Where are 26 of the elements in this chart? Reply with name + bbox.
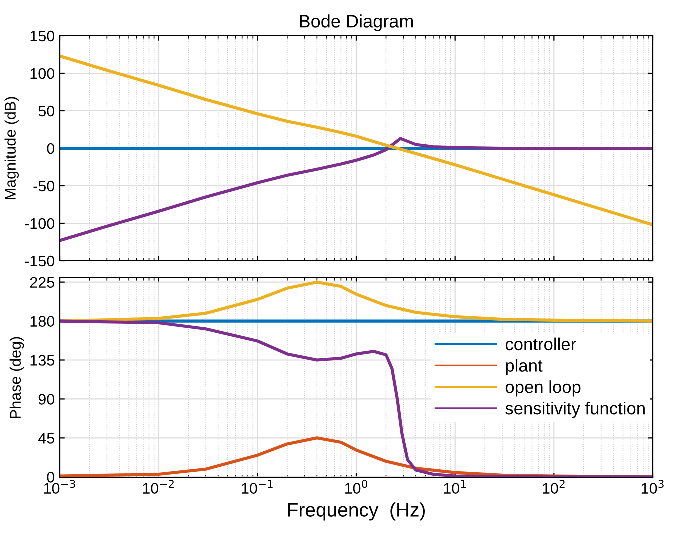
- y-axis-title: Phase (deg): [10, 337, 24, 418]
- y-tick-label: -100: [25, 218, 55, 230]
- y-tick-label: 180: [30, 316, 55, 327]
- y-axis-title: Magnitude (dB): [4, 97, 20, 200]
- x-tick-label: 10$^{0}$: [345, 480, 368, 494]
- y-tick-label: -150: [25, 256, 55, 267]
- y-tick-label: 45: [38, 433, 54, 444]
- x-tick-label: 10$^{2}$: [543, 480, 565, 494]
- x-axis-title: Frequency (Hz): [288, 502, 425, 521]
- legend-label: plant: [506, 359, 543, 376]
- y-tick-label: 225: [30, 277, 54, 288]
- x-tick-label: 10$^{3}$: [642, 480, 664, 494]
- y-tick-label: 0: [47, 143, 55, 154]
- x-tick-label: 10$^{−1}$: [242, 480, 273, 494]
- y-tick-label: 50: [38, 106, 55, 117]
- legend-label: open loop: [506, 380, 581, 397]
- x-tick-label: 10$^{1}$: [444, 480, 466, 494]
- y-tick-label: 90: [38, 394, 55, 405]
- legend-label: sensitivity function: [506, 402, 645, 418]
- legend-label: controller: [506, 338, 576, 351]
- y-tick-label: 135: [30, 355, 54, 366]
- y-tick-label: 150: [30, 30, 55, 42]
- y-tick-label: 100: [30, 68, 55, 80]
- x-tick-label: 10$^{−2}$: [143, 480, 174, 494]
- y-tick-label: -50: [34, 180, 55, 192]
- chart-title: Bode Diagram: [300, 14, 414, 32]
